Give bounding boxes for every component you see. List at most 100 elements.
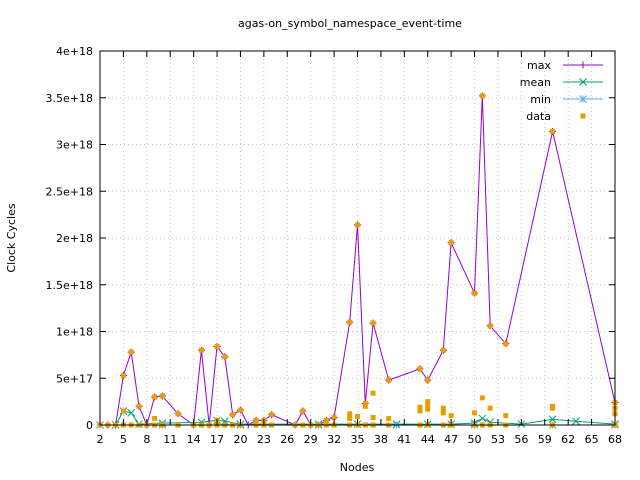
legend-label-min: min	[530, 93, 551, 106]
axes: 0 5e+17 1e+18 1.5e+18 2e+18 2.5e+18 3e+18 3.5e+…	[46, 45, 622, 446]
data-point-data	[128, 349, 134, 355]
data-point-data	[347, 415, 353, 421]
data-point-mean	[572, 417, 580, 426]
legend-label-data: data	[526, 110, 551, 123]
data-point-data	[136, 403, 142, 409]
data-point-data	[479, 395, 485, 401]
x-tick-label: 59	[538, 433, 552, 446]
grid	[100, 51, 615, 425]
legend-label-max: max	[527, 59, 551, 72]
data-point-data	[230, 412, 236, 418]
x-tick-label: 8	[143, 433, 150, 446]
x-axis-label: Nodes	[340, 461, 375, 474]
x-tick-label: 14	[187, 433, 201, 446]
x-tick-label: 23	[257, 433, 271, 446]
data-point-data	[440, 410, 446, 416]
data-point-data	[370, 320, 376, 326]
data-point-data	[331, 415, 337, 421]
data-point-data	[175, 411, 181, 417]
data-point-data	[440, 347, 446, 353]
data-point-data	[214, 343, 220, 349]
data-point-data	[417, 408, 423, 414]
x-tick-label: 5	[120, 433, 127, 446]
x-tick-label: 35	[351, 433, 365, 446]
x-tick-label: 56	[514, 433, 528, 446]
data-point-data	[425, 406, 431, 412]
data-point-data	[448, 240, 454, 246]
data-point-data	[503, 341, 509, 347]
x-tick-label: 47	[444, 433, 458, 446]
data-point-data	[159, 393, 165, 399]
data-point-data	[323, 417, 329, 423]
y-tick-label: 3e+18	[56, 139, 93, 152]
data-point-data	[362, 400, 368, 406]
data-point-data	[222, 354, 228, 360]
data-point-data	[362, 403, 368, 409]
data-point-data	[347, 411, 353, 417]
data-point-data	[152, 415, 158, 421]
data-point-data	[425, 401, 431, 407]
data-point-data	[386, 377, 392, 383]
data-point-data	[425, 377, 431, 383]
data-point-data	[300, 408, 306, 414]
data-point-data	[355, 414, 360, 420]
data-point-data	[269, 412, 275, 418]
data-point-data	[253, 417, 259, 423]
data-point-data	[487, 323, 493, 329]
x-tick-label: 29	[304, 433, 318, 446]
data-point-data	[120, 408, 126, 414]
x-tick-label: 32	[327, 433, 341, 446]
y-tick-label: 5e+17	[56, 372, 93, 385]
x-tick-label: 53	[491, 433, 505, 446]
series-line-max	[100, 95, 616, 427]
y-tick-label: 1.5e+18	[46, 279, 93, 292]
x-tick-label: 50	[468, 433, 482, 446]
x-tick-label: 26	[280, 433, 294, 446]
legend-marker-data	[580, 113, 586, 119]
data-point-data	[355, 222, 360, 228]
data-point-data	[198, 347, 204, 353]
data-point-data	[370, 390, 376, 396]
data-point-data	[120, 372, 126, 378]
chart-title: agas-on_symbol_namespace_event-time	[238, 17, 462, 30]
data-point-mean	[127, 408, 136, 417]
x-tick-label: 44	[421, 433, 435, 446]
data-point-data	[386, 415, 392, 421]
data-point-data	[417, 404, 423, 410]
y-tick-label: 4e+18	[56, 45, 93, 58]
data-point-data	[237, 407, 243, 413]
legend-label-mean: mean	[520, 76, 551, 89]
plot-frame	[99, 50, 616, 426]
x-tick-label: 11	[163, 433, 177, 446]
x-tick-label: 62	[561, 433, 575, 446]
x-tick-label: 17	[210, 433, 224, 446]
x-tick-label: 38	[374, 433, 388, 446]
data-point-data	[370, 415, 376, 421]
legend-marker-mean	[579, 78, 587, 86]
legend: max mean min data	[520, 59, 603, 123]
data-point-data	[550, 405, 556, 411]
legend-marker-min	[579, 95, 587, 103]
data-point-data	[550, 128, 556, 134]
y-tick-label: 2e+18	[56, 232, 93, 245]
data-point-data	[472, 290, 478, 296]
x-tick-label: 65	[585, 433, 599, 446]
data-point-data	[472, 410, 478, 416]
data-point-data	[425, 399, 431, 405]
data-point-data	[347, 319, 353, 325]
x-tick-label: 41	[397, 433, 411, 446]
y-tick-label: 3.5e+18	[46, 92, 93, 105]
x-tick-label: 2	[97, 433, 104, 446]
y-tick-label: 1e+18	[56, 326, 93, 339]
data-point-data	[503, 413, 509, 419]
y-axis-label: Clock Cycles	[5, 203, 18, 272]
x-tick-label: 68	[608, 433, 622, 446]
data-point-mean	[478, 414, 487, 423]
y-tick-label: 0	[86, 419, 93, 432]
data-point-data	[487, 405, 493, 411]
data-point-data	[479, 93, 485, 99]
x-tick-label: 20	[233, 433, 247, 446]
data-point-data	[448, 413, 454, 419]
y-tick-label: 2.5e+18	[46, 185, 93, 198]
